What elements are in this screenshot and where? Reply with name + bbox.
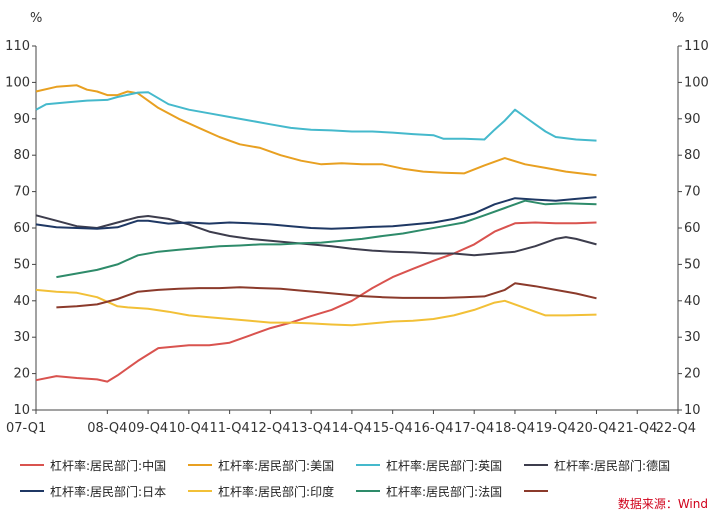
data-source: 数据来源：Wind (617, 497, 708, 511)
series-line-7 (56, 282, 597, 309)
legend-swatch (188, 490, 212, 492)
legend-item-india: 杠杆率:居民部门:印度 (188, 483, 356, 500)
legend-swatch (356, 490, 380, 492)
series-line-0 (35, 221, 597, 383)
y-tick-label-left: 110 (5, 39, 30, 54)
y-tick-label-left: 30 (13, 330, 30, 345)
y-tick-label-left: 100 (5, 75, 30, 90)
y-tick-label-left: 90 (13, 112, 30, 127)
y-tick-label-right: 30 (684, 330, 701, 345)
series-line-1 (35, 84, 597, 177)
y-tick-label-left: 40 (13, 294, 30, 309)
x-tick-label: 17-Q4 (454, 421, 494, 436)
y-tick-label-right: 100 (684, 75, 709, 90)
y-tick-label-left: 10 (13, 403, 30, 418)
x-tick-label: 07-Q1 (6, 421, 46, 436)
series-lines (35, 84, 597, 383)
legend-label: 杠杆率:居民部门:德国 (554, 458, 671, 473)
legend-item-usa: 杠杆率:居民部门:美国 (188, 457, 356, 474)
x-tick-label: 21-Q4 (617, 421, 657, 436)
legend-item-china: 杠杆率:居民部门:中国 (20, 457, 188, 474)
legend-swatch (20, 464, 44, 466)
y-tick-label-right: 20 (684, 367, 701, 382)
y-tick-label-right: 60 (684, 221, 701, 236)
legend-label: 杠杆率:居民部门:法国 (386, 484, 503, 499)
y-tick-label-right: 90 (684, 112, 701, 127)
y-axis-ticks: 10 10 20 20 30 30 40 40 50 50 60 60 70 70 80 80 90 90 100 1… (5, 39, 709, 418)
x-tick-label: 19-Q4 (536, 421, 576, 436)
x-tick-label: 08-Q4 (87, 421, 127, 436)
series-line-3 (35, 214, 597, 257)
y-tick-label-left: 80 (13, 148, 30, 163)
x-tick-label: 09-Q4 (128, 421, 168, 436)
y-tick-label-left: 70 (13, 185, 30, 200)
x-tick-label: 10-Q4 (169, 421, 209, 436)
legend-row-2: 杠杆率:居民部门:日本 杠杆率:居民部门:印度 杠杆率:居民部门:法国 (20, 478, 710, 504)
legend-row-1: 杠杆率:居民部门:中国 杠杆率:居民部门:美国 杠杆率:居民部门:英国 杠杆率:… (20, 452, 710, 478)
y-tick-label-left: 20 (13, 367, 30, 382)
x-tick-label: 15-Q4 (373, 421, 413, 436)
legend-swatch (524, 490, 548, 492)
series-line-2 (35, 91, 597, 142)
x-tick-label: 22-Q4 (656, 421, 696, 436)
legend-label: 杠杆率:居民部门:英国 (386, 458, 503, 473)
y-tick-label-right: 70 (684, 185, 701, 200)
x-tick-label: 12-Q4 (250, 421, 290, 436)
legend-item-france: 杠杆率:居民部门:法国 (356, 483, 524, 500)
legend-label: 杠杆率:居民部门:美国 (218, 458, 335, 473)
x-tick-label: 11-Q4 (210, 421, 250, 436)
legend-item-japan: 杠杆率:居民部门:日本 (20, 483, 188, 500)
x-tick-label: 16-Q4 (413, 421, 453, 436)
left-axis-unit: % (30, 11, 42, 26)
legend-swatch (356, 464, 380, 466)
legend-item-germany: 杠杆率:居民部门:德国 (524, 457, 692, 474)
y-tick-label-left: 60 (13, 221, 30, 236)
line-chart: % % 10 10 20 20 30 30 40 40 50 50 60 60 70 70 80 80 90 90… (5, 11, 709, 436)
x-tick-label: 18-Q4 (495, 421, 535, 436)
y-tick-label-left: 50 (13, 257, 30, 272)
y-tick-label-right: 110 (684, 39, 709, 54)
legend-label: 杠杆率:居民部门:印度 (218, 484, 335, 499)
legend-item-uk: 杠杆率:居民部门:英国 (356, 457, 524, 474)
x-axis-ticks: 07-Q1 08-Q4 09-Q4 10-Q4 11-Q4 12-Q4 13-Q4 14-Q4… (6, 410, 696, 436)
legend-swatch (524, 464, 548, 466)
legend-label: 杠杆率:居民部门:日本 (50, 484, 167, 499)
series-line-4 (35, 196, 597, 230)
series-line-5 (35, 288, 597, 327)
legend-swatch (20, 490, 44, 492)
y-tick-label-right: 80 (684, 148, 701, 163)
series-line-6 (56, 199, 597, 279)
x-tick-label: 13-Q4 (291, 421, 331, 436)
legend: 杠杆率:居民部门:中国 杠杆率:居民部门:美国 杠杆率:居民部门:英国 杠杆率:… (20, 452, 710, 504)
y-tick-label-right: 10 (684, 403, 701, 418)
y-tick-label-right: 40 (684, 294, 701, 309)
x-tick-label: 20-Q4 (576, 421, 616, 436)
right-axis-unit: % (672, 11, 684, 26)
legend-label: 杠杆率:居民部门:中国 (50, 458, 167, 473)
legend-swatch (188, 464, 212, 466)
legend-item-unlabeled (524, 490, 692, 492)
y-tick-label-right: 50 (684, 257, 701, 272)
x-tick-label: 14-Q4 (332, 421, 372, 436)
